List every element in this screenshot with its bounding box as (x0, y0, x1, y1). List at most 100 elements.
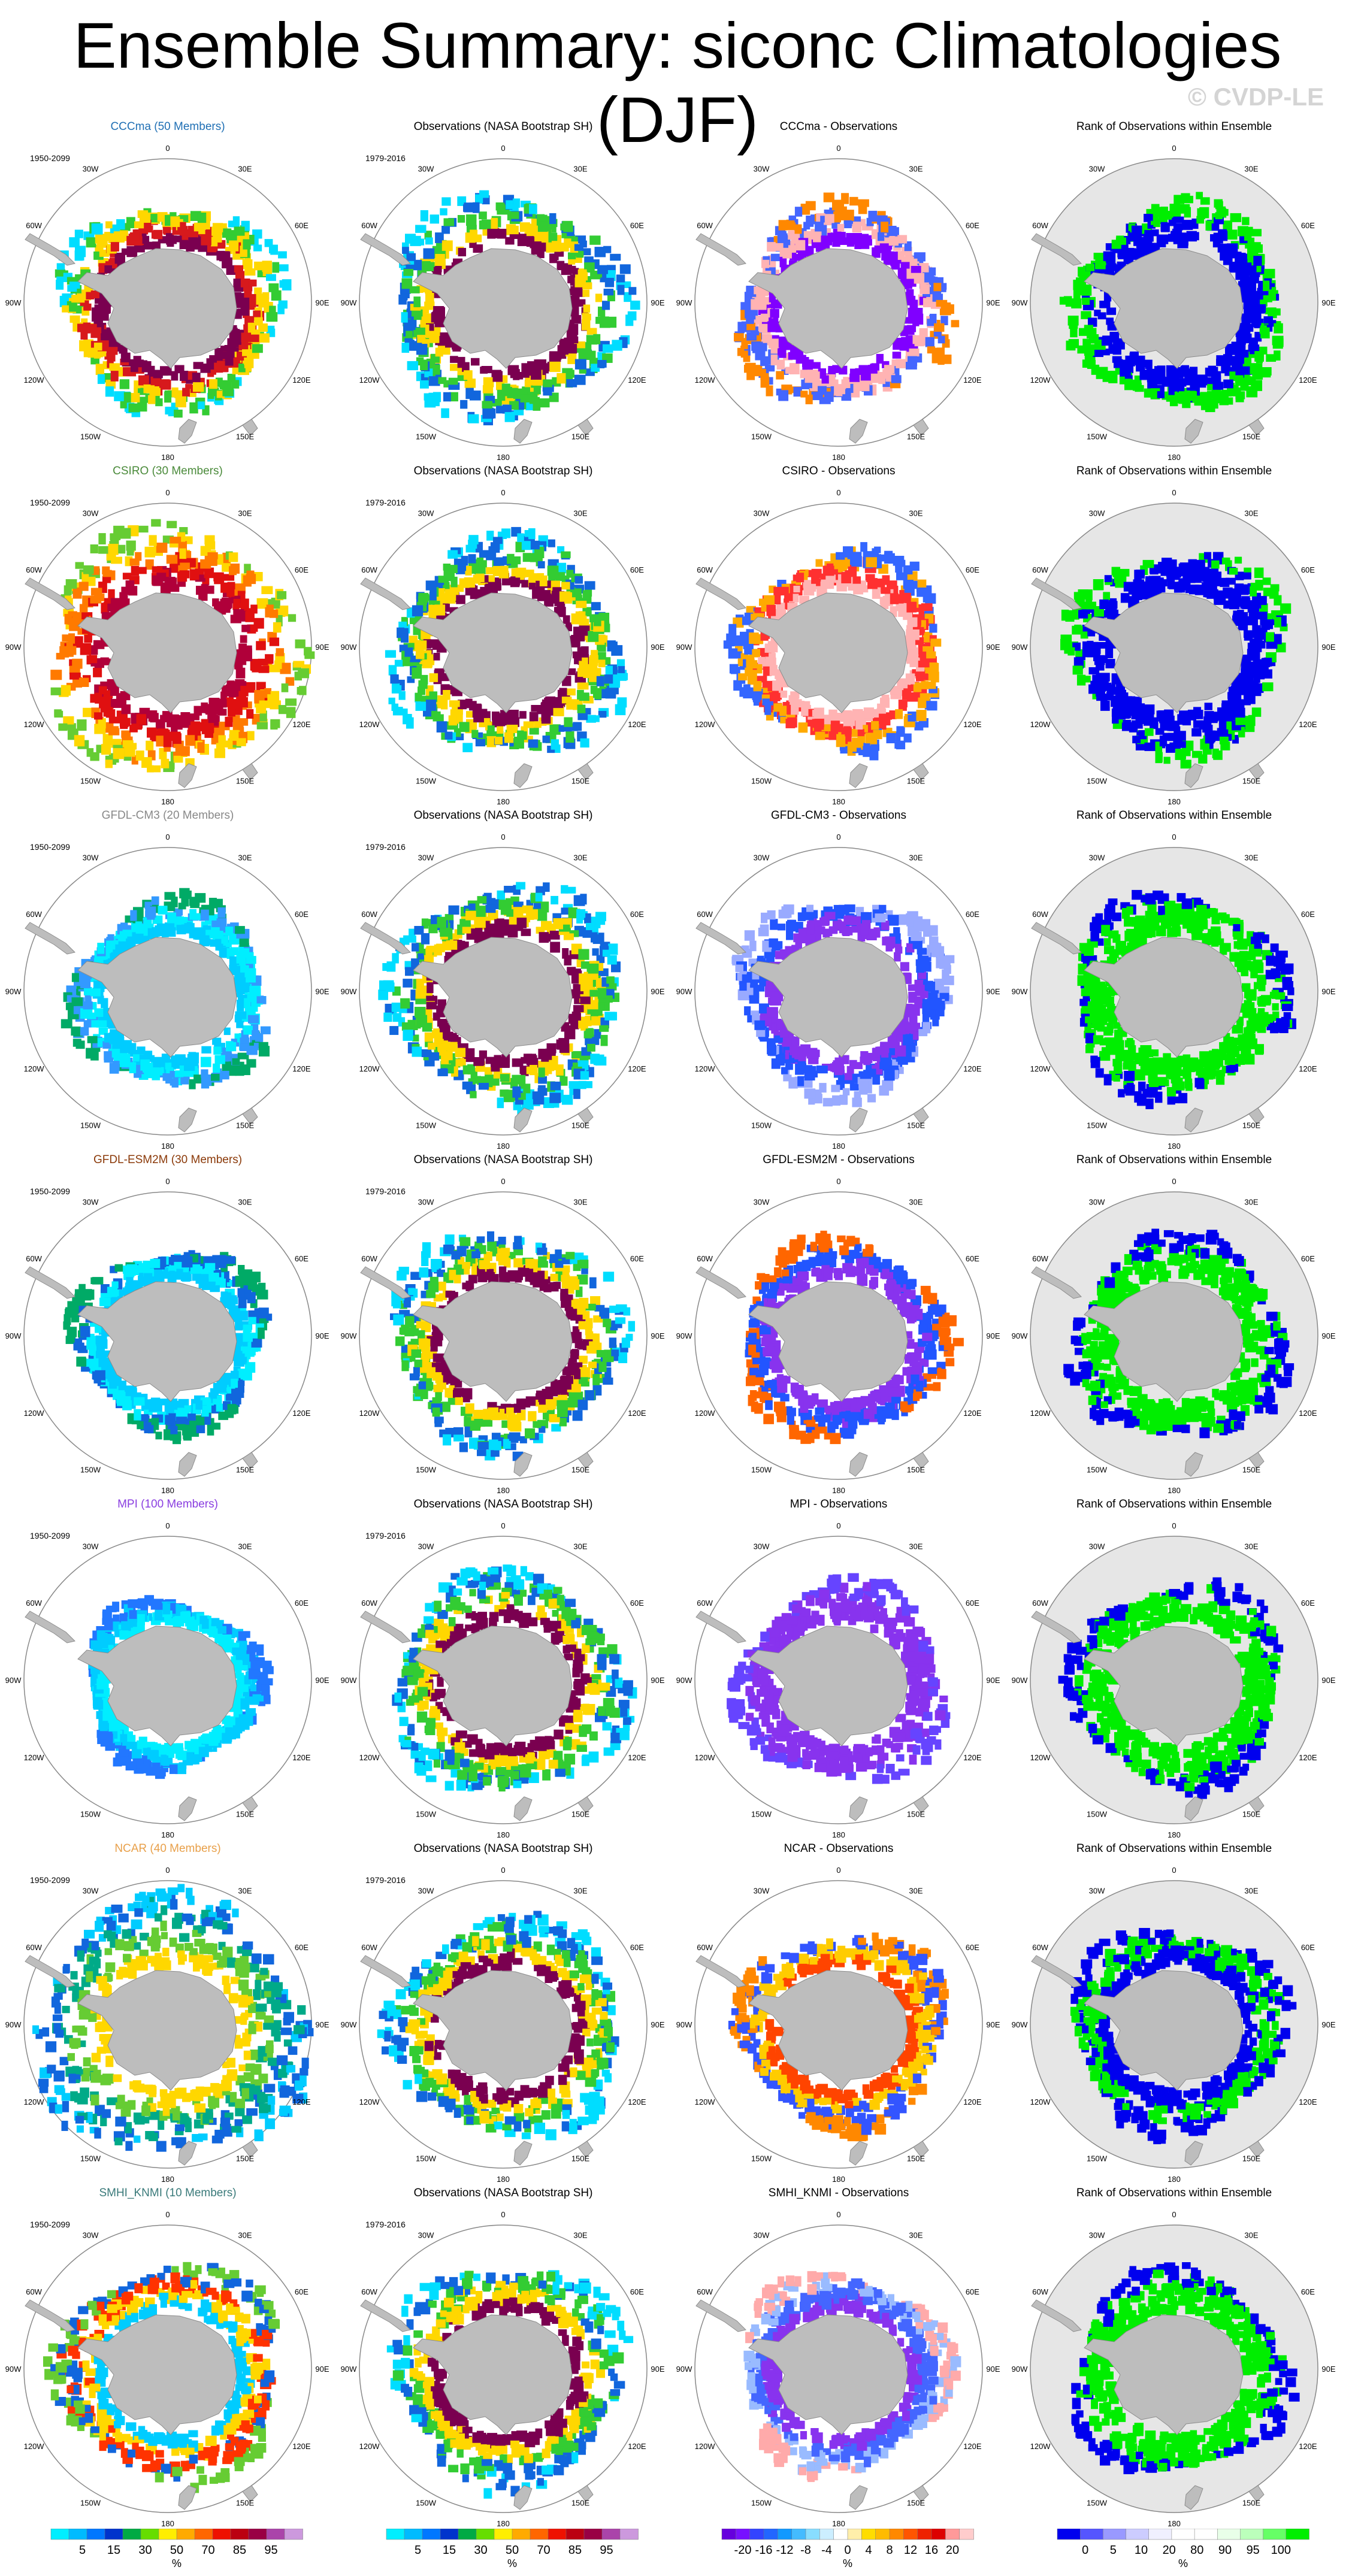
obs-panel-title: Observations (NASA Bootstrap SH) (413, 1498, 593, 1511)
longitude-label: 30W (418, 1198, 434, 1207)
antarctica-landmass (1084, 248, 1244, 369)
longitude-label: 120E (292, 1064, 311, 1073)
colorbar-swatch (512, 2529, 531, 2540)
model-panel-title: SMHI_KNMI (10 Members) (99, 2187, 237, 2199)
longitude-label: 0 (836, 488, 840, 497)
south-america-landmass (695, 1266, 746, 1299)
longitude-label: 150E (1242, 1809, 1261, 1818)
longitude-label: 60W (361, 565, 377, 574)
new-zealand-landmass (1248, 2141, 1265, 2158)
longitude-label: 60E (630, 565, 644, 574)
longitude-label: 120E (628, 1409, 646, 1418)
australia-landmass (513, 1107, 533, 1133)
longitude-label: 30E (1244, 165, 1258, 174)
longitude-label: 90W (5, 987, 22, 996)
longitude-label: 150W (751, 2498, 772, 2507)
australia-landmass (178, 2141, 197, 2166)
colorbar-swatch (1263, 2529, 1287, 2540)
longitude-label: 150E (236, 1121, 255, 1130)
obs-period-label: 1979-2016 (365, 498, 406, 507)
longitude-label: 120E (963, 1753, 982, 1762)
colorbar-tick-label: 12 (904, 2544, 917, 2557)
longitude-label: 120E (292, 376, 311, 385)
new-zealand-landmass (577, 1452, 594, 1469)
australia-landmass (513, 1796, 533, 1821)
longitude-label: 0 (836, 2210, 840, 2219)
longitude-label: 60E (630, 910, 644, 919)
longitude-label: 60W (1032, 565, 1048, 574)
colorbar-swatch (861, 2529, 876, 2540)
longitude-label: 90W (676, 643, 692, 652)
longitude-label: 180 (497, 1142, 510, 1151)
model-period-label: 1950-2099 (30, 153, 70, 163)
longitude-label: 30W (1089, 853, 1105, 862)
longitude-label: 60E (295, 1599, 308, 1608)
model-panel-title: NCAR (40 Members) (114, 1842, 221, 1855)
antarctica-landmass (77, 592, 237, 713)
australia-landmass (849, 1107, 868, 1133)
longitude-label: 0 (501, 144, 505, 153)
colorbar-swatch (122, 2529, 141, 2540)
longitude-label: 60W (26, 1254, 42, 1263)
polar-map: 0 30E 60E 90E 120E 150E 180 150W 120W 90W 60W 30W (5, 1521, 329, 1839)
model-panel-title: CCCma (50 Members) (110, 120, 225, 133)
new-zealand-landmass (577, 763, 594, 780)
colorbar-swatch (565, 2529, 585, 2540)
colorbar-tick-label: -12 (776, 2544, 794, 2557)
longitude-label: 180 (1168, 2175, 1181, 2184)
longitude-label: 90W (1012, 643, 1028, 652)
colorbar-swatch (422, 2529, 441, 2540)
australia-landmass (1184, 1107, 1203, 1133)
longitude-label: 120W (24, 376, 45, 385)
longitude-label: 120E (628, 376, 646, 385)
rank-colorbar: 0 5 10 20 80 90 95 100% (1054, 2529, 1312, 2571)
model-period-label: 1950-2099 (30, 842, 70, 852)
south-america-landmass (695, 1955, 746, 1988)
longitude-label: 150E (907, 1121, 925, 1130)
south-america-landmass (25, 577, 75, 610)
polar-map: 0 30E 60E 90E 120E 150E 180 150W 120W 90W 60W 30W (5, 1177, 329, 1495)
longitude-label: 60E (966, 910, 979, 919)
obs-period-label: 1979-2016 (365, 1186, 406, 1196)
longitude-label: 60W (26, 221, 42, 230)
australia-landmass (849, 1796, 868, 1821)
longitude-label: 60W (361, 2287, 377, 2296)
longitude-label: 90E (1321, 1331, 1335, 1340)
longitude-label: 120W (24, 720, 45, 729)
south-america-landmass (695, 922, 746, 955)
longitude-label: 60W (1032, 1254, 1048, 1263)
longitude-label: 120E (1299, 1753, 1317, 1762)
longitude-label: 120W (359, 1064, 380, 1073)
model-obs-colorbar: 5 15 30 50 70 85 95% (48, 2529, 306, 2571)
longitude-label: 120E (628, 1064, 646, 1073)
model-sea-ice-field (63, 1250, 273, 1445)
longitude-label: 60E (966, 2287, 979, 2296)
longitude-label: 0 (165, 1521, 170, 1530)
colorbar-tick-label: 15 (443, 2544, 456, 2557)
longitude-label: 30W (754, 1887, 770, 1896)
longitude-label: 120W (1030, 720, 1051, 729)
colorbar-tick-label: 16 (925, 2544, 938, 2557)
longitude-label: 90W (676, 2365, 692, 2374)
longitude-label: 90W (676, 1676, 692, 1685)
longitude-label: 60E (966, 1599, 979, 1608)
longitude-label: 90W (5, 2020, 22, 2029)
longitude-label: 90W (1012, 1331, 1028, 1340)
longitude-label: 180 (497, 2175, 510, 2184)
longitude-label: 150W (416, 432, 437, 441)
longitude-label: 30E (573, 1542, 587, 1551)
colorbar-swatch (778, 2529, 793, 2540)
colorbar-tick-label: 80 (1190, 2544, 1203, 2557)
longitude-label: 90W (676, 1331, 692, 1340)
antarctica-landmass (413, 592, 573, 713)
obs-sea-ice-field (378, 882, 621, 1118)
rank-panel-title: Rank of Observations within Ensemble (1076, 1154, 1272, 1166)
longitude-label: 120W (359, 1753, 380, 1762)
colorbar-tick-label: 85 (568, 2544, 582, 2557)
australia-landmass (849, 2485, 868, 2510)
colorbar-swatch (819, 2529, 834, 2540)
longitude-label: 30W (83, 2231, 99, 2240)
polar-map: 0 30E 60E 90E 120E 150E 180 150W 120W 90W 60W 30W (1012, 1866, 1336, 2184)
polar-map: 0 30E 60E 90E 120E 150E 180 150W 120W 90W 60W 30W (5, 2210, 329, 2528)
model-period-label: 1950-2099 (30, 1531, 70, 1540)
